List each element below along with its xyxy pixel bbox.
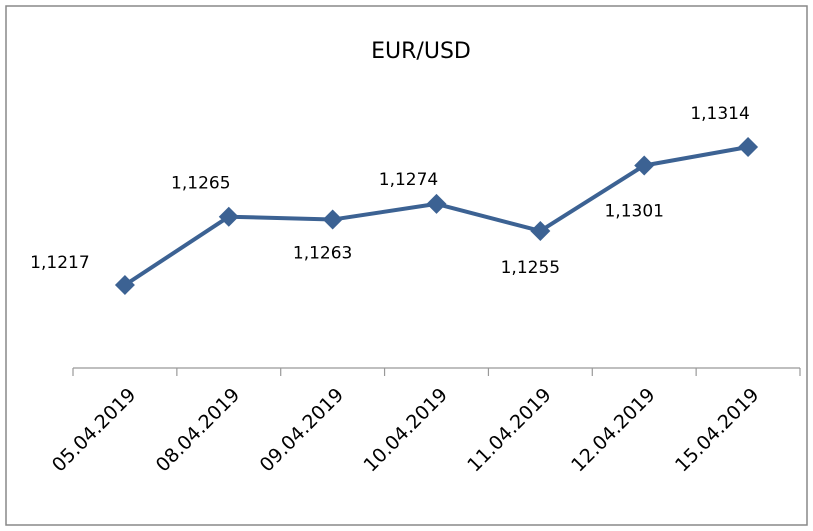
data-label: 1,1314 bbox=[690, 104, 749, 124]
data-point bbox=[738, 137, 759, 157]
data-point bbox=[634, 155, 655, 176]
data-label: 1,1217 bbox=[30, 253, 89, 273]
data-point bbox=[426, 193, 447, 214]
data-point bbox=[114, 275, 135, 295]
data-point bbox=[530, 220, 551, 241]
chart-title: EUR/USD bbox=[371, 39, 471, 64]
data-label: 1,1263 bbox=[293, 244, 352, 264]
data-label: 1,1301 bbox=[604, 201, 663, 221]
data-point bbox=[218, 206, 239, 227]
chart-frame bbox=[5, 5, 808, 526]
data-label: 1,1255 bbox=[501, 258, 560, 278]
data-label: 1,1265 bbox=[171, 174, 230, 194]
data-point bbox=[322, 209, 343, 230]
data-label: 1,1274 bbox=[379, 170, 438, 190]
